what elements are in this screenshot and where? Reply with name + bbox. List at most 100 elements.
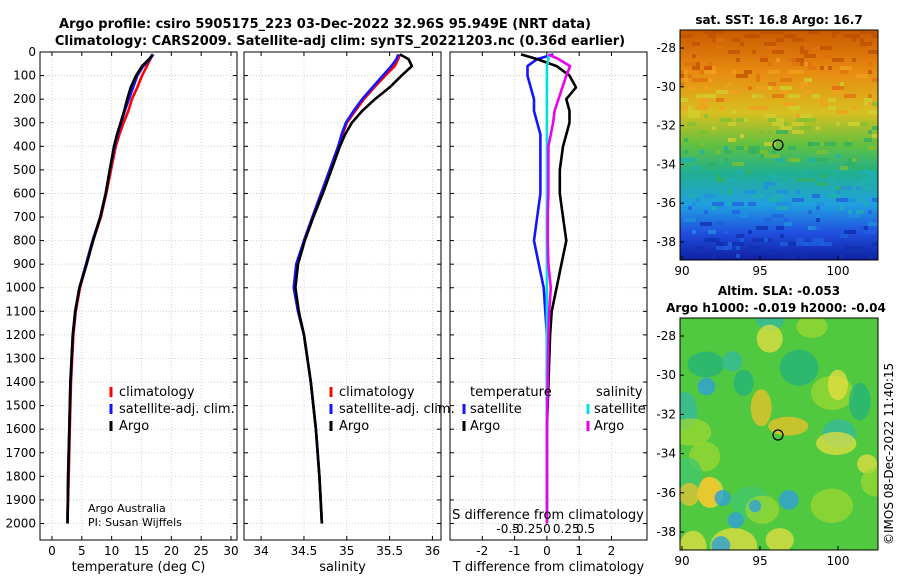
sst-pixel	[768, 174, 780, 178]
sst-pixel	[736, 170, 744, 174]
x-tick-label: 25	[194, 544, 209, 558]
sst-pixel	[860, 38, 864, 42]
sst-pixel	[776, 118, 784, 122]
sst-pixel	[796, 190, 800, 194]
sst-pixel	[856, 210, 864, 214]
sst-pixel	[860, 30, 864, 34]
secondary-x-tick-label: 0	[543, 522, 551, 536]
sla-low-spot	[697, 377, 716, 396]
depth-tick-label: 1200	[5, 328, 36, 342]
sst-pixel	[760, 154, 764, 158]
sst-pixel	[788, 70, 792, 74]
sst-pixel	[688, 194, 696, 198]
depth-tick-label: 1700	[5, 446, 36, 460]
sst-pixel	[812, 242, 824, 246]
sst-pixel	[724, 158, 728, 162]
sst-pixel	[704, 78, 708, 82]
sst-pixel	[872, 34, 878, 38]
sst-pixel	[872, 102, 878, 106]
series-line-salinity-argo	[545, 53, 572, 524]
sst-pixel	[772, 150, 776, 154]
sst-pixel	[808, 142, 812, 146]
sst-pixel	[728, 242, 732, 246]
sst-pixel	[728, 122, 736, 126]
sst-pixel	[700, 102, 708, 106]
x-tick-label: 5	[78, 544, 86, 558]
sst-pixel	[708, 34, 716, 38]
sst-pixel	[836, 58, 844, 62]
sst-pixel	[840, 186, 852, 190]
sst-pixel	[868, 174, 876, 178]
sst-pixel	[736, 234, 744, 238]
sst-pixel	[772, 178, 776, 182]
sst-pixel	[792, 38, 804, 42]
sst-pixel	[808, 142, 820, 146]
sst-pixel	[768, 62, 772, 66]
sst-pixel	[852, 34, 860, 38]
sst-pixel	[828, 98, 836, 102]
sst-pixel	[864, 202, 868, 206]
sst-pixel	[696, 210, 704, 214]
sst-pixel	[728, 190, 732, 194]
sla-blob	[722, 351, 743, 372]
sst-pixel	[868, 166, 876, 170]
sst-pixel	[844, 94, 856, 98]
sst-pixel	[756, 78, 760, 82]
map-y-tick-label: -30	[656, 368, 676, 382]
sst-pixel	[792, 122, 804, 126]
sla-low-spot	[727, 512, 744, 529]
legend-label: satellite-adj. clim.	[119, 402, 235, 417]
sst-pixel	[844, 198, 856, 202]
sst-pixel	[688, 74, 692, 78]
sst-pixel	[764, 182, 776, 186]
sst-pixel	[780, 242, 788, 246]
series-line-argo	[66, 53, 154, 524]
sst-pixel	[792, 62, 796, 66]
sst-pixel	[756, 106, 764, 110]
sst-pixel	[744, 190, 756, 194]
sst-pixel	[832, 90, 844, 94]
map-y-tick-label: -32	[656, 407, 676, 421]
sst-pixel	[708, 62, 712, 66]
sst-pixel	[696, 62, 700, 66]
sst-pixel	[712, 202, 724, 206]
sst-pixel	[856, 198, 860, 202]
sst-pixel	[792, 158, 800, 162]
sst-pixel	[712, 38, 716, 42]
sla-low-spot	[748, 499, 762, 513]
sst-pixel	[716, 98, 724, 102]
sst-pixel	[840, 66, 852, 70]
sst-pixel	[680, 82, 684, 86]
sst-pixel	[736, 254, 740, 258]
depth-tick-label: 1600	[5, 422, 36, 436]
sst-pixel	[732, 162, 744, 166]
sst-pixel	[820, 46, 832, 50]
sst-pixel	[868, 210, 872, 214]
x-tick-label: 35.5	[376, 544, 403, 558]
salinity-panel: 34 34.5 35 35.5 36 salinity climatology satelli…	[243, 51, 455, 575]
sst-pixel	[716, 206, 728, 210]
sst-pixel	[716, 222, 724, 226]
sst-pixel	[788, 58, 796, 62]
x-tick-label: 35	[339, 544, 354, 558]
x-tick-label: 1	[575, 544, 583, 558]
sst-pixel	[868, 102, 872, 106]
sst-pixel	[684, 138, 688, 142]
sst-pixel	[732, 246, 736, 250]
sst-pixel	[852, 182, 864, 186]
x-tick-label: 15	[134, 544, 149, 558]
sst-pixel	[856, 226, 864, 230]
sst-map-title: sat. SST: 16.8 Argo: 16.7	[695, 13, 862, 27]
sst-pixel	[872, 134, 878, 138]
sst-pixel	[732, 202, 744, 206]
depth-tick-label: 1900	[5, 493, 36, 507]
sst-pixel	[680, 158, 688, 162]
sst-map-panel: sat. SST: 16.8 Argo: 16.7 -28 -30 -32 -34 -3…	[656, 13, 879, 278]
sst-pixel	[700, 142, 704, 146]
sst-pixel	[784, 90, 788, 94]
sst-pixel	[768, 118, 780, 122]
sla-argo-location-marker	[772, 429, 784, 441]
sst-pixel	[712, 38, 724, 42]
sst-pixel	[836, 198, 848, 202]
sst-pixel	[808, 210, 812, 214]
